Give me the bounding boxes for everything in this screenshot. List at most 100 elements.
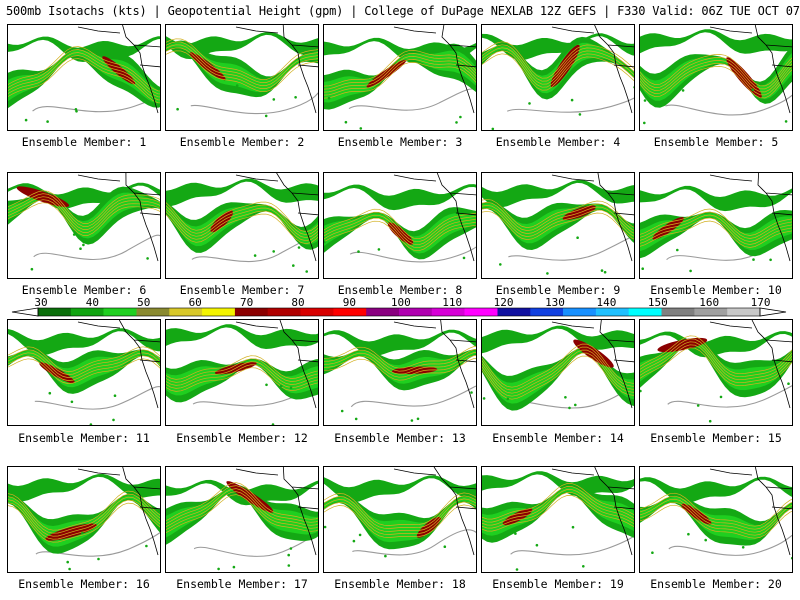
wind-speckle <box>377 248 381 251</box>
ensemble-panel <box>323 319 477 426</box>
isotach-contour <box>324 498 476 532</box>
panel-map <box>482 320 634 411</box>
wind-speed-colorbar: 30 40 50 60 70 80 90 100 110 120 130 140 150 160 170 <box>0 297 800 321</box>
isotach-contour <box>482 492 634 529</box>
colorbar-left-arrow <box>11 307 39 317</box>
isotach-contour <box>482 198 634 228</box>
isotach-contour <box>482 201 634 231</box>
ensemble-panel <box>323 172 477 279</box>
isotach-contour <box>640 211 792 239</box>
colorbar-tick-label: 70 <box>240 297 253 309</box>
colorbar-tick-label: 50 <box>137 297 150 309</box>
jet-stream-inner <box>166 486 318 538</box>
colorbar-tick-label: 40 <box>86 297 99 309</box>
wind-speckle <box>294 96 297 99</box>
colorbar-swatch <box>70 308 104 316</box>
ensemble-member-label: Ensemble Member: 4 <box>495 135 621 149</box>
isotach-contour <box>8 202 160 236</box>
wind-speckle <box>582 565 585 568</box>
wind-speckle <box>253 254 257 257</box>
jet-stream-inner <box>482 203 634 244</box>
isotach-contour <box>324 501 476 535</box>
isotach-contour <box>482 210 634 240</box>
jet-branch <box>8 328 160 356</box>
isotach-contour <box>640 495 792 530</box>
isotach-contour <box>166 204 318 236</box>
height-contour <box>507 97 634 113</box>
wind-speckle <box>687 532 690 536</box>
wind-speckle <box>515 568 519 571</box>
wind-speckle <box>112 418 115 422</box>
wind-speckle <box>305 270 308 273</box>
ensemble-panel <box>7 466 161 573</box>
wind-speckle <box>455 121 458 124</box>
height-contour <box>190 92 318 115</box>
wind-speckle <box>528 102 531 105</box>
height-contour <box>350 385 476 408</box>
height-contour <box>508 235 634 261</box>
isotach-contour <box>8 52 160 98</box>
ensemble-panel <box>639 466 793 573</box>
isotach-contour <box>482 483 634 520</box>
wind-speckle <box>752 258 755 261</box>
wind-speckle <box>681 89 685 92</box>
jet-branch <box>640 185 792 212</box>
coastline <box>393 320 476 409</box>
coastline <box>393 173 476 262</box>
wind-speckle <box>462 256 466 260</box>
panel-map <box>324 173 476 263</box>
height-contour <box>510 535 634 556</box>
ensemble-panel <box>481 172 635 279</box>
panel-map <box>640 320 792 423</box>
ensemble-panel <box>7 24 161 131</box>
coastline <box>551 173 634 262</box>
panel-map <box>8 467 160 571</box>
isotach-contour <box>482 50 634 88</box>
isotach-contour <box>324 211 476 243</box>
isotach-contour <box>8 496 160 537</box>
wind-speckle <box>79 247 82 250</box>
ensemble-member-label: Ensemble Member: 1 <box>21 135 147 149</box>
wind-speckle <box>546 272 549 275</box>
panel-map <box>8 320 160 425</box>
colorbar-swatch <box>464 308 498 316</box>
wind-speckle <box>113 394 117 397</box>
colorbar-swatch <box>694 308 728 316</box>
wind-speckle <box>787 382 790 385</box>
wind-speckle <box>719 395 723 399</box>
isotach-contour <box>8 49 160 95</box>
colorbar-swatch <box>366 308 400 316</box>
wind-speckle <box>146 257 149 260</box>
ensemble-panel <box>165 319 319 426</box>
coastline <box>235 467 318 556</box>
colorbar-tick-label: 30 <box>34 297 47 309</box>
wind-speckle <box>70 400 74 404</box>
panel-map <box>640 173 792 273</box>
isotach-contour <box>8 355 160 381</box>
colorbar-swatch <box>727 308 761 316</box>
jet-branch <box>482 33 634 61</box>
isotach-contour <box>482 346 634 391</box>
wind-speckle <box>499 263 502 266</box>
isotach-contour <box>482 41 634 79</box>
isotach-contour <box>482 207 634 237</box>
colorbar-swatch <box>300 308 334 316</box>
wind-speckle <box>272 98 276 101</box>
colorbar-tick-label: 170 <box>751 297 771 309</box>
panel-map <box>166 467 318 571</box>
isotach-contour <box>640 501 792 536</box>
isotach-contour <box>166 207 318 239</box>
coastline <box>709 173 792 262</box>
ensemble-member-label: Ensemble Member: 9 <box>495 283 621 297</box>
coastline <box>551 320 634 409</box>
jet-stream-inner <box>482 348 634 404</box>
wind-speckle <box>89 423 93 425</box>
wind-speckle <box>176 107 179 111</box>
isotach-contour <box>324 208 476 240</box>
wind-speckle <box>66 560 69 564</box>
isotach-contour <box>482 495 634 532</box>
wind-speckle <box>576 236 579 239</box>
isotach-contour <box>8 358 160 384</box>
height-contour <box>668 534 792 556</box>
coastline <box>709 320 792 409</box>
